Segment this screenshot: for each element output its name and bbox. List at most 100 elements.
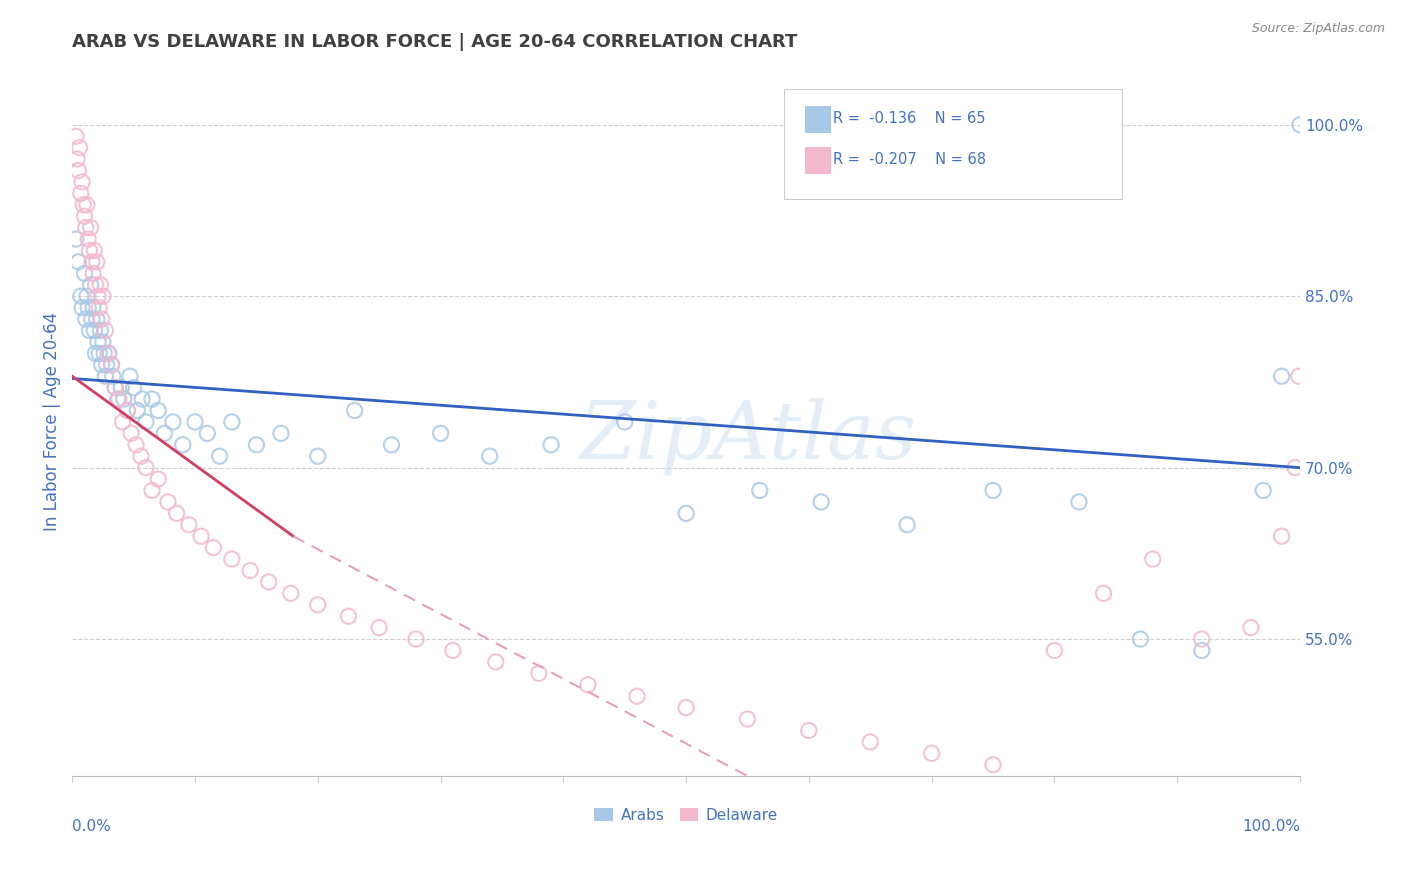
Point: [117, 403, 139, 417]
Point: [79, 220, 101, 235]
Point: [108, 392, 131, 406]
Point: [1067, 495, 1090, 509]
Point: [221, 552, 243, 566]
Point: [89, 346, 111, 360]
Point: [1240, 621, 1263, 635]
Point: [69, 186, 91, 201]
Point: [148, 403, 170, 417]
Text: R =  -0.136    N = 65: R = -0.136 N = 65: [834, 112, 986, 126]
Point: [576, 678, 599, 692]
Point: [86, 255, 108, 269]
Point: [343, 403, 366, 417]
Point: [122, 381, 145, 395]
Point: [79, 244, 101, 258]
Point: [94, 324, 117, 338]
Point: [1251, 483, 1274, 498]
Point: [141, 483, 163, 498]
Point: [478, 449, 501, 463]
Point: [257, 574, 280, 589]
Point: [94, 369, 117, 384]
Point: [131, 392, 153, 406]
Point: [86, 312, 108, 326]
Point: [981, 483, 1004, 498]
Point: [82, 266, 104, 280]
Point: [76, 198, 98, 212]
Point: [93, 346, 115, 360]
Point: [75, 220, 97, 235]
Point: [184, 415, 207, 429]
Point: [118, 369, 141, 384]
Point: [83, 244, 105, 258]
Point: [540, 438, 562, 452]
Point: [280, 586, 302, 600]
Point: [172, 438, 194, 452]
Point: [896, 517, 918, 532]
Point: [527, 666, 550, 681]
Point: [748, 483, 770, 498]
Point: [70, 175, 93, 189]
Point: [89, 301, 111, 315]
FancyBboxPatch shape: [785, 89, 1122, 199]
Point: [1043, 643, 1066, 657]
Point: [368, 621, 391, 635]
Point: [429, 426, 451, 441]
Text: R =  -0.207    N = 68: R = -0.207 N = 68: [834, 153, 986, 168]
Point: [441, 643, 464, 657]
Point: [141, 392, 163, 406]
Point: [110, 381, 132, 395]
Point: [859, 735, 882, 749]
Point: [135, 415, 157, 429]
Point: [80, 255, 103, 269]
Point: [405, 632, 427, 646]
Point: [65, 129, 87, 144]
Point: [111, 415, 134, 429]
Point: [177, 517, 200, 532]
Point: [77, 232, 100, 246]
Point: [337, 609, 360, 624]
Point: [1288, 369, 1310, 384]
Point: [89, 324, 111, 338]
Point: [90, 358, 112, 372]
Text: Source: ZipAtlas.com: Source: ZipAtlas.com: [1251, 22, 1385, 36]
Point: [981, 757, 1004, 772]
Point: [245, 438, 267, 452]
Point: [190, 529, 212, 543]
Point: [69, 141, 91, 155]
Point: [153, 426, 176, 441]
Legend: Arabs, Delaware: Arabs, Delaware: [588, 802, 785, 829]
Point: [1289, 118, 1312, 132]
Point: [100, 358, 122, 372]
Point: [1191, 643, 1213, 657]
Point: [737, 712, 759, 726]
Point: [96, 358, 118, 372]
Point: [73, 266, 96, 280]
Point: [90, 312, 112, 326]
Point: [104, 381, 127, 395]
Point: [485, 655, 508, 669]
Point: [83, 324, 105, 338]
Point: [107, 392, 129, 406]
Point: [91, 334, 114, 349]
Point: [675, 507, 697, 521]
Point: [239, 564, 262, 578]
Point: [69, 289, 91, 303]
Point: [125, 438, 148, 452]
Point: [613, 415, 636, 429]
Text: 100.0%: 100.0%: [1241, 819, 1301, 834]
Point: [810, 495, 832, 509]
Point: [208, 449, 231, 463]
Point: [1129, 632, 1152, 646]
Point: [87, 289, 110, 303]
Point: [73, 209, 96, 223]
Point: [82, 301, 104, 315]
Point: [1271, 529, 1294, 543]
Point: [84, 277, 107, 292]
Point: [66, 152, 89, 166]
Point: [1271, 369, 1294, 384]
Point: [307, 598, 329, 612]
Point: [101, 369, 124, 384]
Text: 0.0%: 0.0%: [72, 819, 111, 834]
Point: [166, 507, 188, 521]
Point: [117, 403, 139, 417]
Point: [1284, 460, 1306, 475]
